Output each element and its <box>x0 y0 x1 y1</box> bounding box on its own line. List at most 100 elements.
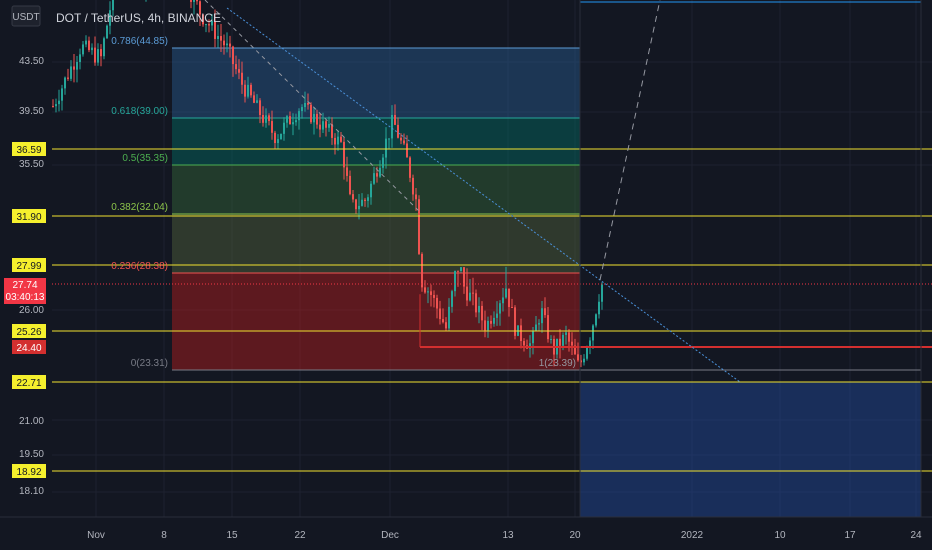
candle-48[interactable] <box>196 0 198 5</box>
candle-176[interactable] <box>580 354 582 368</box>
candle-139[interactable] <box>469 279 471 302</box>
candle-150[interactable] <box>502 288 504 312</box>
candle-116[interactable] <box>400 133 402 145</box>
candle-173[interactable] <box>571 332 573 355</box>
candle-171[interactable] <box>565 325 567 345</box>
candle-115[interactable] <box>397 117 399 139</box>
candle-75[interactable] <box>277 134 279 150</box>
descending-trendline[interactable] <box>226 7 741 383</box>
candle-153[interactable] <box>511 298 513 309</box>
candle-11[interactable] <box>85 35 87 48</box>
candle-84[interactable] <box>304 91 306 112</box>
candle-99[interactable] <box>349 170 351 196</box>
candle-162[interactable] <box>538 319 540 331</box>
candle-102[interactable] <box>358 193 360 220</box>
candle-137[interactable] <box>463 267 465 294</box>
candle-65[interactable] <box>247 76 249 99</box>
time-axis[interactable]: Nov 8 15 22 Dec 13 20 2022 10 17 24 <box>87 530 922 541</box>
candle-19[interactable] <box>109 1 111 35</box>
candle-146[interactable] <box>490 315 492 329</box>
candle-14[interactable] <box>94 36 96 66</box>
candle-49[interactable] <box>199 0 201 27</box>
candle-12[interactable] <box>88 36 90 53</box>
candle-82[interactable] <box>298 108 300 130</box>
candle-113[interactable] <box>391 105 393 148</box>
candle-112[interactable] <box>388 138 390 149</box>
candle-9[interactable] <box>79 48 81 70</box>
candle-76[interactable] <box>280 133 282 140</box>
candle-64[interactable] <box>244 80 246 103</box>
candle-94[interactable] <box>334 133 336 155</box>
candle-15[interactable] <box>97 43 99 66</box>
candle-140[interactable] <box>472 277 474 306</box>
candle-93[interactable] <box>331 117 333 145</box>
candle-97[interactable] <box>343 137 345 180</box>
candle-66[interactable] <box>250 82 252 98</box>
candle-103[interactable] <box>361 193 363 207</box>
candle-69[interactable] <box>259 98 261 124</box>
candle-157[interactable] <box>523 338 525 352</box>
candle-120[interactable] <box>412 174 414 201</box>
candle-161[interactable] <box>535 315 537 331</box>
candle-164[interactable] <box>544 297 546 318</box>
candle-134[interactable] <box>454 270 456 297</box>
candle-178[interactable] <box>586 345 588 361</box>
candle-58[interactable] <box>226 32 228 53</box>
candle-53[interactable] <box>211 14 213 31</box>
candle-107[interactable] <box>373 166 375 185</box>
candle-175[interactable] <box>577 342 579 362</box>
candle-143[interactable] <box>481 301 483 331</box>
candle-114[interactable] <box>394 104 396 126</box>
candle-165[interactable] <box>547 307 549 343</box>
candle-148[interactable] <box>496 301 498 326</box>
candle-50[interactable] <box>202 13 204 27</box>
candle-119[interactable] <box>409 156 411 183</box>
candle-132[interactable] <box>448 298 450 331</box>
candle-152[interactable] <box>508 288 510 317</box>
candle-72[interactable] <box>268 113 270 126</box>
candle-127[interactable] <box>433 290 435 308</box>
candle-5[interactable] <box>67 68 69 81</box>
candle-147[interactable] <box>493 311 495 327</box>
candle-100[interactable] <box>352 189 354 203</box>
candle-60[interactable] <box>232 45 234 77</box>
candle-57[interactable] <box>223 34 225 55</box>
candle-145[interactable] <box>487 316 489 338</box>
candle-56[interactable] <box>220 24 222 53</box>
candle-177[interactable] <box>583 354 585 366</box>
candle-90[interactable] <box>322 112 324 133</box>
candle-89[interactable] <box>319 113 321 138</box>
candle-10[interactable] <box>82 41 84 57</box>
candle-104[interactable] <box>364 197 366 207</box>
candle-138[interactable] <box>466 268 468 307</box>
candle-8[interactable] <box>76 56 78 83</box>
candle-121[interactable] <box>415 187 417 211</box>
candle-86[interactable] <box>310 102 312 125</box>
candle-77[interactable] <box>283 117 285 141</box>
candle-13[interactable] <box>91 43 93 55</box>
candle-181[interactable] <box>595 313 597 328</box>
candle-70[interactable] <box>262 106 264 127</box>
projection-path[interactable] <box>599 0 661 281</box>
candle-20[interactable] <box>112 0 114 17</box>
candle-122[interactable] <box>418 195 420 255</box>
candle-131[interactable] <box>445 317 447 332</box>
candle-129[interactable] <box>439 300 441 325</box>
candle-71[interactable] <box>265 108 267 128</box>
candle-79[interactable] <box>289 111 291 125</box>
candle-51[interactable] <box>205 23 207 33</box>
candle-98[interactable] <box>346 156 348 182</box>
candle-109[interactable] <box>379 160 381 178</box>
candle-117[interactable] <box>403 133 405 146</box>
candle-0[interactable] <box>52 99 54 108</box>
candle-68[interactable] <box>256 94 258 104</box>
candle-142[interactable] <box>478 297 480 324</box>
candle-95[interactable] <box>337 130 339 151</box>
candle-133[interactable] <box>451 289 453 313</box>
candle-87[interactable] <box>313 107 315 135</box>
candle-180[interactable] <box>592 324 594 350</box>
candle-130[interactable] <box>442 308 444 324</box>
candle-73[interactable] <box>271 110 273 140</box>
candle-169[interactable] <box>559 329 561 359</box>
candle-106[interactable] <box>370 180 372 205</box>
